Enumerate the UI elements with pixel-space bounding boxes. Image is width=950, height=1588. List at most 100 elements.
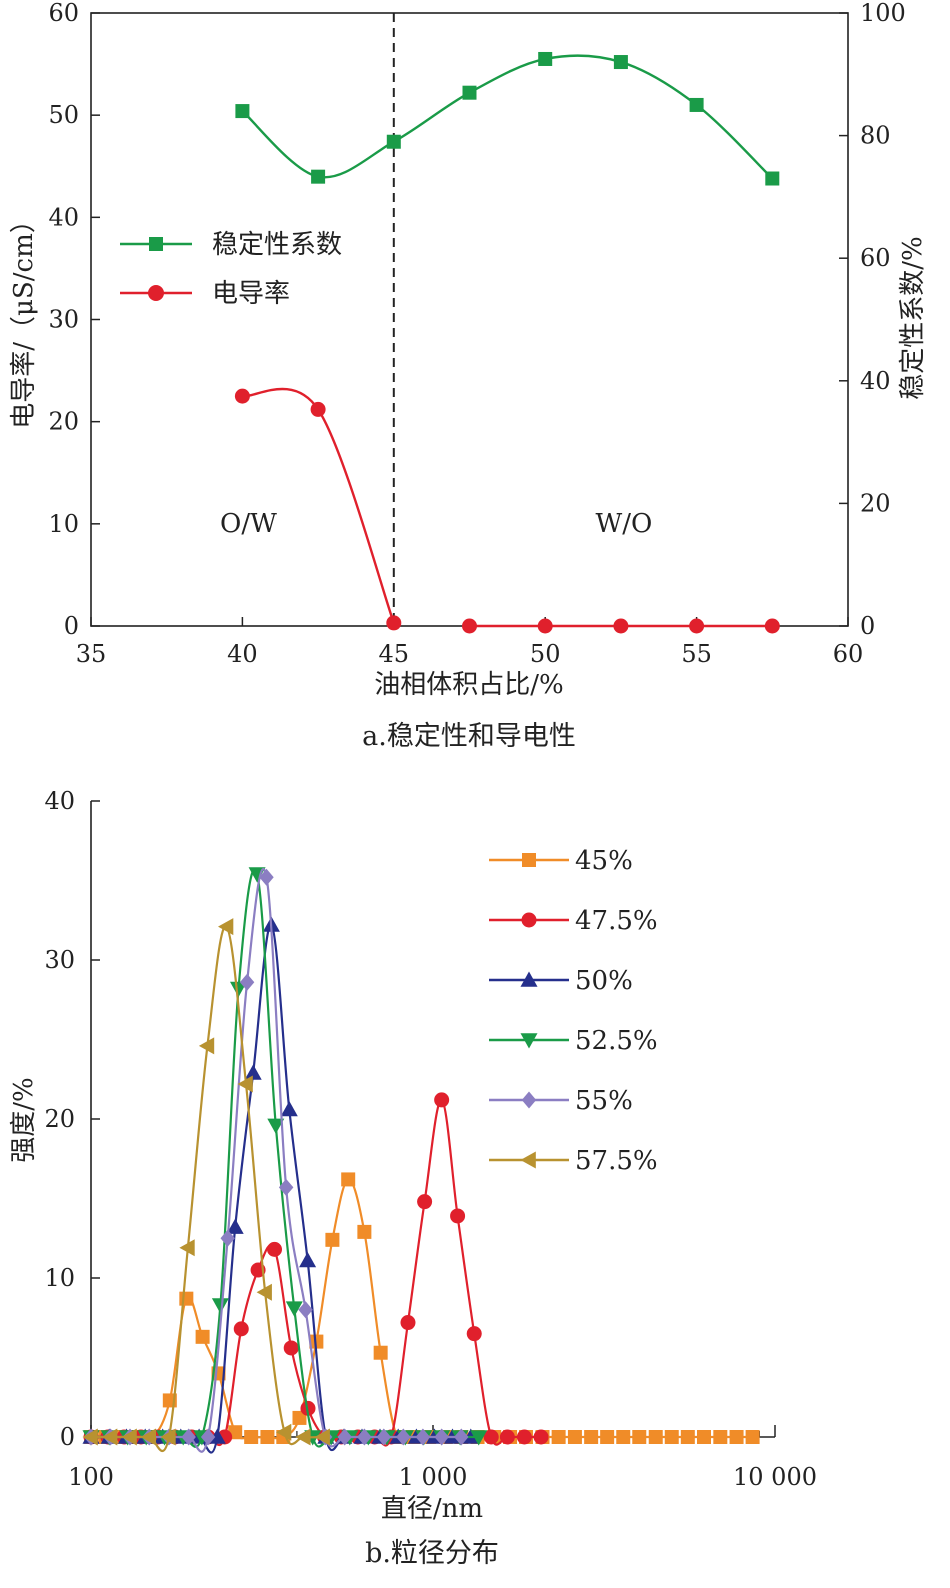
chart-b-point-57-5 bbox=[276, 1423, 292, 1441]
chart-b-point-50 bbox=[244, 1064, 262, 1080]
chart-b-point-47-5 bbox=[434, 1092, 450, 1108]
chart-b-point-57-5 bbox=[121, 1428, 137, 1446]
chart-b-line-47-5 bbox=[91, 1098, 542, 1447]
chart-b-series-45 bbox=[84, 1172, 760, 1445]
chart-a-caption: a.稳定性和导电性 bbox=[362, 721, 576, 752]
chart-b-point-52-5 bbox=[470, 1430, 488, 1446]
chart-b-point-45 bbox=[600, 1430, 615, 1444]
chart-a-point-conductivity bbox=[537, 618, 553, 634]
chart-b-point-45 bbox=[729, 1430, 744, 1444]
chart-b-point-57-5 bbox=[82, 1428, 98, 1446]
chart-b-point-47-5 bbox=[533, 1429, 549, 1445]
chart-a-x-tick-label: 50 bbox=[530, 640, 561, 668]
chart-b-x-ticks: 100 1 000 10 000 bbox=[68, 1425, 817, 1491]
chart-b-point-57-5 bbox=[237, 1075, 253, 1093]
chart-b-point-45 bbox=[616, 1430, 631, 1444]
chart-b-point-50 bbox=[208, 1428, 226, 1444]
chart-b-point-45 bbox=[260, 1430, 275, 1444]
chart-b-point-45 bbox=[584, 1430, 599, 1444]
chart-b-point-47-5 bbox=[267, 1241, 283, 1257]
chart-a-point-conductivity bbox=[689, 618, 705, 634]
chart-a-right-y-tick-label: 0 bbox=[860, 612, 875, 640]
chart-b-point-45 bbox=[567, 1430, 582, 1444]
chart-b-point-50 bbox=[226, 1218, 244, 1234]
chart-a-series bbox=[234, 51, 780, 634]
chart-b-point-55 bbox=[200, 1428, 216, 1446]
chart-b-point-47-5 bbox=[283, 1340, 299, 1356]
chart-a-point-conductivity bbox=[764, 618, 780, 634]
chart-b-point-57-5 bbox=[140, 1428, 156, 1446]
chart-b-y-tick-label: 40 bbox=[44, 787, 75, 815]
chart-a-point-stability bbox=[386, 134, 401, 149]
chart-b-point-47-5 bbox=[400, 1315, 416, 1331]
chart-b: 100 1 000 10 000 0 10 20 30 40 45% 47.5% 50% 52.5… bbox=[9, 787, 817, 1569]
chart-b-point-55 bbox=[454, 1428, 469, 1446]
chart-b-point-52-5 bbox=[211, 1298, 229, 1314]
chart-b-y-axis-label: 强度/% bbox=[9, 1077, 39, 1162]
chart-a-point-stability bbox=[538, 51, 553, 66]
chart-b-point-55 bbox=[181, 1428, 196, 1446]
chart-b-point-45 bbox=[551, 1430, 566, 1444]
chart-b-point-55 bbox=[259, 868, 274, 886]
chart-b-point-55 bbox=[357, 1428, 372, 1446]
legend-label-55: 55% bbox=[575, 1086, 633, 1116]
chart-a-point-conductivity bbox=[234, 388, 250, 404]
chart-b-point-55 bbox=[298, 1301, 313, 1319]
chart-a-point-conductivity bbox=[310, 401, 326, 417]
chart-b-point-47-5 bbox=[499, 1429, 515, 1445]
legend-label-conductivity: 电导率 bbox=[212, 279, 290, 309]
chart-a-left-y-tick-label: 10 bbox=[48, 510, 79, 538]
chart-b-y-ticks: 0 10 20 30 40 bbox=[44, 787, 100, 1451]
chart-b-point-57-5 bbox=[160, 1428, 176, 1446]
chart-b-point-52-5 bbox=[267, 1118, 285, 1134]
chart-b-point-45 bbox=[244, 1430, 259, 1444]
legend-marker-52-5 bbox=[520, 1033, 538, 1049]
chart-b-point-45 bbox=[680, 1430, 695, 1444]
chart-a-left-y-tick-label: 20 bbox=[48, 408, 79, 436]
legend-label-50: 50% bbox=[575, 966, 633, 996]
chart-b-point-45 bbox=[648, 1430, 663, 1444]
chart-b-x-axis-label: 直径/nm bbox=[381, 1494, 483, 1524]
legend-marker-stability bbox=[149, 237, 163, 251]
chart-a-left-y-ticks: 0 10 20 30 40 50 60 bbox=[48, 0, 100, 640]
chart-a-left-y-tick-label: 40 bbox=[48, 203, 79, 231]
chart-b-point-57-5 bbox=[256, 1283, 272, 1301]
legend-marker-57-5 bbox=[520, 1151, 536, 1169]
chart-a-right-y-tick-label: 80 bbox=[860, 122, 891, 150]
chart-b-series-57-5 bbox=[82, 918, 330, 1453]
chart-b-point-55 bbox=[376, 1428, 391, 1446]
chart-a-point-stability bbox=[311, 169, 326, 184]
chart-b-point-55 bbox=[337, 1428, 352, 1446]
chart-b-point-45 bbox=[292, 1410, 307, 1425]
chart-b-y-tick-label: 0 bbox=[60, 1423, 75, 1451]
chart-a-right-y-tick-label: 20 bbox=[860, 489, 891, 517]
chart-b-point-55 bbox=[415, 1428, 431, 1446]
chart-b-y-tick-label: 10 bbox=[44, 1264, 75, 1292]
chart-b-point-50 bbox=[299, 1252, 317, 1268]
chart-a-left-y-tick-label: 60 bbox=[48, 0, 79, 27]
chart-a-right-y-tick-label: 100 bbox=[860, 0, 906, 27]
chart-a-right-y-ticks: 0 20 40 60 80 100 bbox=[839, 0, 906, 640]
chart-b-point-57-5 bbox=[295, 1428, 311, 1446]
chart-a-line-stability bbox=[241, 54, 774, 180]
chart-a-x-tick-label: 45 bbox=[379, 640, 410, 668]
chart-a-point-stability bbox=[235, 104, 250, 119]
legend-label-57-5: 57.5% bbox=[575, 1146, 658, 1176]
chart-b-legend: 45% 47.5% 50% 52.5% 55% 57.5% bbox=[489, 846, 658, 1176]
chart-b-point-55 bbox=[396, 1428, 411, 1446]
chart-a-left-y-tick-label: 0 bbox=[64, 612, 79, 640]
chart-b-caption: b.粒径分布 bbox=[365, 1538, 499, 1569]
chart-b-x-tick-label: 10 000 bbox=[733, 1463, 817, 1491]
legend-marker-45 bbox=[522, 853, 536, 867]
chart-a-point-stability bbox=[462, 85, 477, 100]
chart-b-point-55 bbox=[239, 973, 255, 991]
chart-b-point-50 bbox=[280, 1101, 298, 1117]
chart-b-point-45 bbox=[373, 1345, 388, 1360]
legend-marker-47-5 bbox=[521, 912, 537, 928]
chart-b-point-47-5 bbox=[233, 1321, 249, 1337]
chart-b-point-45 bbox=[357, 1224, 372, 1239]
chart-a-x-tick-label: 60 bbox=[833, 640, 864, 668]
